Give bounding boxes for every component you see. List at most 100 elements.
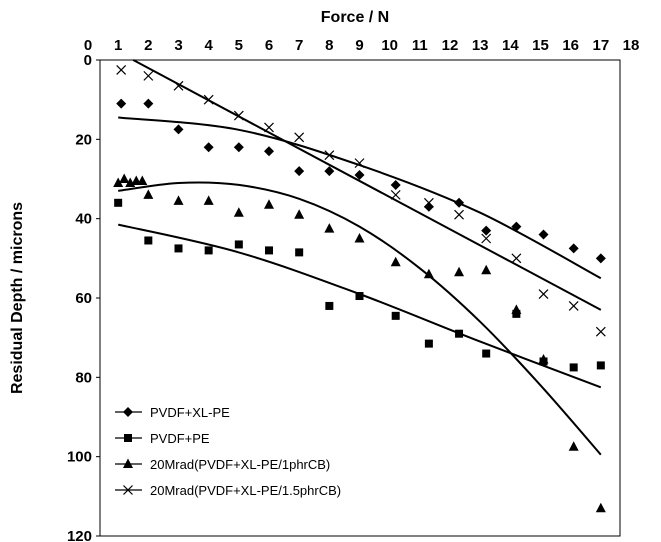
cross-marker (233, 110, 244, 121)
triangle-marker (173, 195, 184, 205)
cross-marker (454, 209, 464, 220)
triangle-marker (143, 189, 154, 199)
x-tick-label: 11 (412, 37, 428, 54)
y-tick-label: 120 (67, 528, 92, 542)
x-tick-label: 18 (623, 37, 640, 54)
square-marker (424, 339, 433, 348)
diamond-marker (423, 201, 434, 212)
square-marker (596, 361, 605, 370)
square-marker (391, 311, 400, 320)
diamond-marker (481, 225, 492, 236)
y-tick-label: 100 (67, 449, 92, 466)
x-tick-label: 6 (265, 37, 273, 54)
legend-label: PVDF+PE (150, 431, 210, 446)
square-marker (355, 292, 364, 301)
x-tick-label: 10 (381, 37, 398, 54)
x-tick-label: 2 (144, 37, 152, 54)
cross-marker (423, 197, 434, 208)
diamond-marker (454, 197, 465, 208)
cross-marker (354, 158, 365, 169)
y-axis-title: Residual Depth / microns (9, 202, 26, 394)
x-tick-label: 13 (472, 37, 489, 54)
cross-marker (511, 253, 522, 264)
square-marker (325, 301, 334, 310)
diamond-marker (233, 142, 244, 153)
plot-area (99, 59, 621, 537)
diamond-marker (203, 142, 214, 153)
square-marker (295, 248, 304, 257)
triangle-marker (113, 177, 124, 187)
y-tick-label: 20 (75, 131, 92, 148)
square-marker (174, 244, 183, 253)
diamond-marker (116, 98, 127, 109)
trend-line (118, 116, 602, 280)
y-tick-label: 60 (75, 290, 92, 307)
cross-marker (116, 64, 127, 75)
x-tick-label: 14 (502, 37, 519, 54)
triangle-marker (233, 207, 244, 217)
cross-marker (390, 189, 401, 200)
square-marker (455, 329, 464, 338)
x-tick-label: 1 (114, 37, 122, 54)
x-tick-label: 4 (204, 37, 213, 54)
square-marker (482, 349, 491, 358)
x-tick-label: 3 (174, 37, 182, 54)
legend-triangle-marker (123, 458, 133, 468)
square-marker (144, 236, 153, 245)
x-axis-ticks: 0 1 2 3 4 5 6 7 8 9 10 11 12 13 14 15 16 17 18 (84, 37, 640, 54)
y-tick-label: 40 (75, 211, 92, 228)
cross-marker (481, 233, 492, 244)
y-axis-ticks: 0 20 40 60 80 100 120 (67, 52, 100, 542)
diamond-marker (538, 229, 549, 240)
diamond-marker (511, 221, 522, 232)
square-marker (265, 246, 273, 255)
diamond-marker (595, 253, 606, 264)
x-tick-label: 0 (84, 37, 92, 54)
legend-cross-marker (123, 485, 133, 495)
y-tick-label: 80 (75, 369, 92, 386)
triangle-marker (568, 441, 579, 451)
cross-marker (203, 94, 214, 105)
triangle-marker (511, 304, 522, 314)
y-tick-label: 0 (84, 52, 92, 69)
x-tick-label: 17 (592, 37, 609, 54)
cross-marker (294, 132, 305, 143)
trend-line (117, 223, 602, 389)
square-marker (204, 246, 213, 255)
x-axis-title: Force / N (321, 9, 389, 26)
x-tick-label: 16 (562, 37, 579, 54)
triangle-marker (354, 233, 365, 243)
square-marker (114, 198, 123, 207)
cross-marker (264, 122, 274, 133)
cross-marker (173, 80, 184, 91)
diamond-marker (390, 179, 401, 190)
diamond-marker (324, 166, 335, 177)
x-tick-label: 12 (442, 37, 459, 54)
diamond-marker (143, 98, 154, 109)
triangle-marker (481, 264, 492, 275)
diamond-marker (264, 146, 274, 157)
legend-label: 20Mrad(PVDF+XL-PE/1phrCB) (150, 457, 330, 472)
legend-label: PVDF+XL-PE (150, 405, 230, 420)
triangle-marker (538, 353, 549, 364)
diamond-marker (568, 243, 579, 254)
triangle-marker (264, 199, 274, 209)
triangle-marker (595, 502, 606, 513)
x-tick-label: 7 (295, 37, 303, 54)
x-tick-label: 8 (325, 37, 333, 54)
triangle-marker (454, 266, 465, 277)
x-tick-label: 9 (355, 37, 363, 54)
trend-line (118, 181, 602, 456)
trend-lines (117, 59, 602, 456)
square-marker (569, 363, 578, 372)
triangle-marker (119, 173, 130, 183)
triangle-marker (294, 209, 305, 219)
cross-marker (538, 289, 549, 299)
legend-square-marker (124, 434, 132, 442)
cross-marker (324, 150, 335, 161)
data-markers (113, 64, 606, 513)
diamond-marker (354, 170, 365, 181)
diamond-marker (173, 124, 184, 135)
triangle-marker (137, 175, 148, 185)
